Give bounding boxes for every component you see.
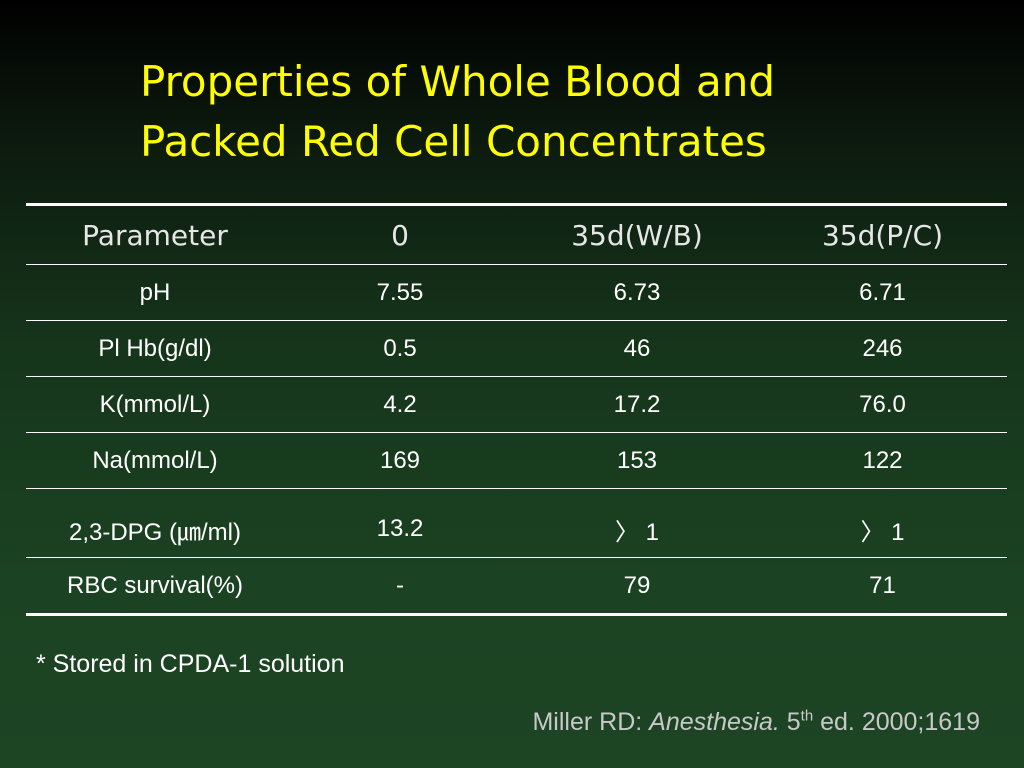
table-cell: 71 bbox=[869, 571, 896, 599]
properties-table: Parameter 0 35d(W/B) 35d(P/C) pH 7.55 6.… bbox=[26, 203, 1007, 616]
title-line-1: Properties of Whole Blood and bbox=[140, 57, 776, 106]
table-cell: 79 bbox=[623, 571, 651, 599]
citation-edition-number: 5 bbox=[779, 708, 801, 736]
header-parameter: Parameter bbox=[82, 218, 228, 252]
table-cell: - bbox=[396, 571, 404, 599]
citation-author: Miller RD: bbox=[532, 708, 650, 736]
table-cell: 169 bbox=[379, 446, 421, 474]
table-cell: 13.2 bbox=[376, 515, 424, 542]
storage-footnote: * Stored in CPDA-1 solution bbox=[36, 650, 345, 678]
table-row: K(mmol/L) 4.2 17.2 76.0 bbox=[26, 376, 1007, 432]
table-cell: 4.2 bbox=[383, 390, 417, 418]
table-cell: 153 bbox=[616, 446, 658, 474]
row-label: 2,3-DPG (㎛/ml) bbox=[68, 518, 241, 546]
table-cell: 0.5 bbox=[383, 334, 417, 362]
table-row: Na(mmol/L) 169 153 122 bbox=[26, 432, 1007, 488]
table-cell: 6.71 bbox=[859, 278, 906, 306]
citation-book: Anesthesia. bbox=[649, 708, 780, 736]
citation-edition-suffix: th bbox=[800, 707, 814, 725]
table-cell: 122 bbox=[862, 446, 903, 474]
table-row: Pl Hb(g/dl) 0.5 46 246 bbox=[26, 320, 1007, 376]
header-35d-packed-cells: 35d(P/C) bbox=[821, 218, 944, 252]
table-cell: 46 bbox=[623, 334, 651, 362]
table-cell: 6.73 bbox=[613, 278, 661, 306]
table-cell: 17.2 bbox=[613, 390, 661, 418]
table-row: 2,3-DPG (㎛/ml) 13.2 〉 1 〉 1 bbox=[26, 488, 1007, 557]
title-line-2: Packed Red Cell Concentrates bbox=[140, 117, 767, 166]
table-cell: 〉 1 bbox=[860, 518, 905, 546]
row-label: pH bbox=[139, 278, 171, 306]
table-cell: 76.0 bbox=[859, 390, 906, 418]
row-label: RBC survival(%) bbox=[66, 571, 243, 599]
header-day-0: 0 bbox=[391, 218, 409, 252]
table-row: RBC survival(%) - 79 71 bbox=[26, 557, 1007, 613]
header-35d-whole-blood: 35d(W/B) bbox=[571, 218, 703, 252]
citation-details: ed. 2000;1619 bbox=[813, 708, 980, 736]
table-cell: 〉 1 bbox=[614, 518, 659, 546]
slide-title: Properties of Whole Blood and Packed Red… bbox=[140, 52, 1000, 172]
row-label: Pl Hb(g/dl) bbox=[98, 334, 212, 362]
table-cell: 7.55 bbox=[376, 278, 424, 306]
row-label: K(mmol/L) bbox=[99, 390, 211, 418]
table-header-row: Parameter 0 35d(W/B) 35d(P/C) bbox=[26, 206, 1007, 264]
table-row: pH 7.55 6.73 6.71 bbox=[26, 264, 1007, 320]
table-cell: 246 bbox=[862, 334, 903, 362]
source-citation: Miller RD: Anesthesia. 5th ed. 2000;1619 bbox=[532, 708, 980, 737]
row-label: Na(mmol/L) bbox=[92, 446, 218, 474]
